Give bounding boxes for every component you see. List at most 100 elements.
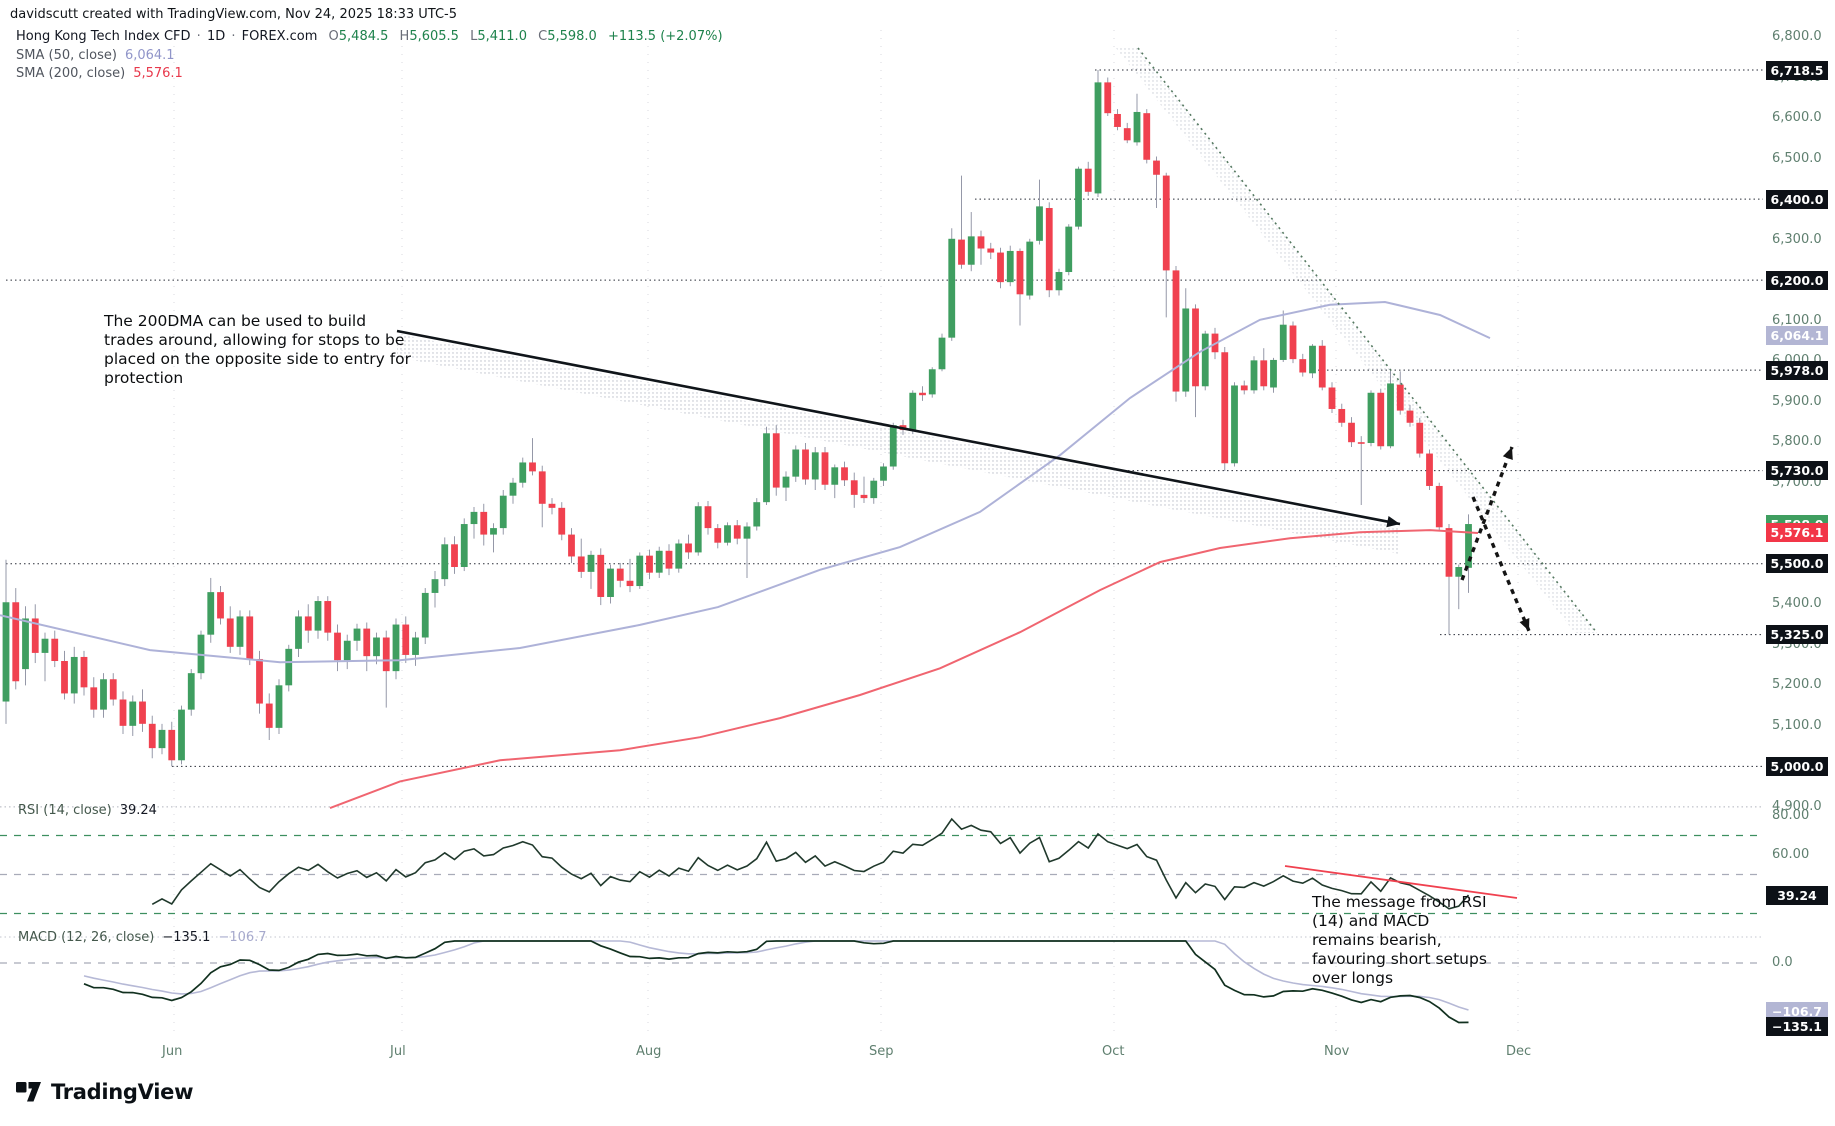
candle-body[interactable] xyxy=(314,601,322,631)
downtrend-line[interactable] xyxy=(396,329,1401,526)
candle-body[interactable] xyxy=(373,637,380,657)
candle-body[interactable] xyxy=(1250,360,1258,391)
candle-body[interactable] xyxy=(1348,422,1355,443)
candle-body[interactable] xyxy=(451,544,458,568)
candle-body[interactable] xyxy=(480,511,488,535)
candle-body[interactable] xyxy=(31,618,39,653)
symbol-legend[interactable]: Hong Kong Tech Index CFD · 1D · FOREX.co… xyxy=(16,29,723,44)
candle-body[interactable] xyxy=(168,729,176,761)
candle-body[interactable] xyxy=(1143,113,1151,160)
candle-body[interactable] xyxy=(265,703,273,728)
candle-body[interactable] xyxy=(880,466,887,481)
candles[interactable] xyxy=(2,70,1472,767)
candle-body[interactable] xyxy=(207,592,215,635)
candle-body[interactable] xyxy=(714,528,722,543)
candle-body[interactable] xyxy=(217,592,224,619)
candle-body[interactable] xyxy=(431,579,439,593)
candle-body[interactable] xyxy=(733,525,741,539)
trendline-annotation[interactable]: The 200DMA can be used to build trades a… xyxy=(104,312,412,387)
candle-body[interactable] xyxy=(1318,345,1326,388)
candle-body[interactable] xyxy=(607,568,614,597)
candle-body[interactable] xyxy=(616,568,624,581)
candle-body[interactable] xyxy=(1299,359,1307,373)
candle-body[interactable] xyxy=(460,524,468,568)
candle-body[interactable] xyxy=(724,525,731,543)
candle-body[interactable] xyxy=(324,601,332,633)
candle-body[interactable] xyxy=(1240,385,1248,391)
rsi-downtrend-line[interactable] xyxy=(1284,865,1518,899)
candle-body[interactable] xyxy=(441,544,449,580)
candle-body[interactable] xyxy=(1026,241,1034,296)
candle-body[interactable] xyxy=(70,656,78,694)
candle-body[interactable] xyxy=(178,709,185,761)
candle-body[interactable] xyxy=(1387,383,1394,447)
candle-body[interactable] xyxy=(12,602,20,682)
candle-body[interactable] xyxy=(509,482,517,496)
candle-body[interactable] xyxy=(80,656,88,688)
candle-body[interactable] xyxy=(1445,528,1453,577)
candle-body[interactable] xyxy=(860,494,868,499)
candle-body[interactable] xyxy=(753,502,761,527)
candle-body[interactable] xyxy=(148,723,156,749)
candle-body[interactable] xyxy=(655,550,663,573)
candle-body[interactable] xyxy=(109,679,117,700)
candle-body[interactable] xyxy=(977,236,985,249)
candle-body[interactable] xyxy=(772,433,780,488)
candle-body[interactable] xyxy=(1045,207,1053,291)
candle-body[interactable] xyxy=(558,507,566,535)
candle-body[interactable] xyxy=(958,239,965,265)
candle-body[interactable] xyxy=(1182,308,1190,392)
candle-body[interactable] xyxy=(1260,360,1268,387)
candle-body[interactable] xyxy=(119,699,127,726)
candle-body[interactable] xyxy=(129,701,137,726)
candle-body[interactable] xyxy=(909,392,917,431)
candle-body[interactable] xyxy=(470,511,478,525)
candle-body[interactable] xyxy=(1192,308,1199,387)
candle-body[interactable] xyxy=(2,602,10,702)
candle-body[interactable] xyxy=(1396,384,1404,411)
candle-body[interactable] xyxy=(529,462,536,472)
candle-body[interactable] xyxy=(1094,82,1102,194)
candle-body[interactable] xyxy=(343,640,351,661)
candle-body[interactable] xyxy=(646,555,653,573)
candle-body[interactable] xyxy=(90,687,98,710)
candle-body[interactable] xyxy=(236,616,244,647)
candle-body[interactable] xyxy=(1036,206,1043,241)
rsi-legend[interactable]: RSI (14, close) 39.24 xyxy=(18,803,157,818)
candle-body[interactable] xyxy=(763,433,770,503)
candle-body[interactable] xyxy=(275,685,283,728)
candle-body[interactable] xyxy=(938,337,946,370)
candle-body[interactable] xyxy=(675,543,683,569)
candle-body[interactable] xyxy=(1201,333,1209,387)
candle-body[interactable] xyxy=(392,624,400,672)
candle-body[interactable] xyxy=(1270,359,1277,388)
candle-body[interactable] xyxy=(402,624,410,655)
candle-body[interactable] xyxy=(1006,250,1014,283)
candle-body[interactable] xyxy=(490,528,497,535)
candle-body[interactable] xyxy=(831,467,839,485)
candle-body[interactable] xyxy=(363,628,371,657)
candle-body[interactable] xyxy=(1416,422,1424,454)
sma200-legend[interactable]: SMA (200, close) 5,576.1 xyxy=(16,66,183,81)
macd-signal-line[interactable] xyxy=(83,940,1469,1011)
candle-body[interactable] xyxy=(256,658,263,704)
candle-body[interactable] xyxy=(1426,453,1433,486)
rsi-line[interactable] xyxy=(151,817,1470,910)
candle-body[interactable] xyxy=(548,503,556,508)
candle-body[interactable] xyxy=(782,476,790,488)
candle-body[interactable] xyxy=(1055,272,1063,291)
tradingview-logo[interactable]: TradingView xyxy=(16,1080,193,1104)
candle-body[interactable] xyxy=(1133,111,1141,143)
candle-body[interactable] xyxy=(811,452,819,480)
projection-arrow-up[interactable] xyxy=(1460,446,1514,581)
candle-body[interactable] xyxy=(967,236,975,265)
candle-body[interactable] xyxy=(850,480,858,495)
candle-body[interactable] xyxy=(577,556,585,572)
candle-body[interactable] xyxy=(41,638,49,653)
candle-body[interactable] xyxy=(1114,113,1121,127)
candle-body[interactable] xyxy=(1221,352,1229,464)
candle-body[interactable] xyxy=(382,637,390,672)
candle-body[interactable] xyxy=(597,554,605,597)
symbol-title[interactable]: Hong Kong Tech Index CFD xyxy=(16,29,191,44)
